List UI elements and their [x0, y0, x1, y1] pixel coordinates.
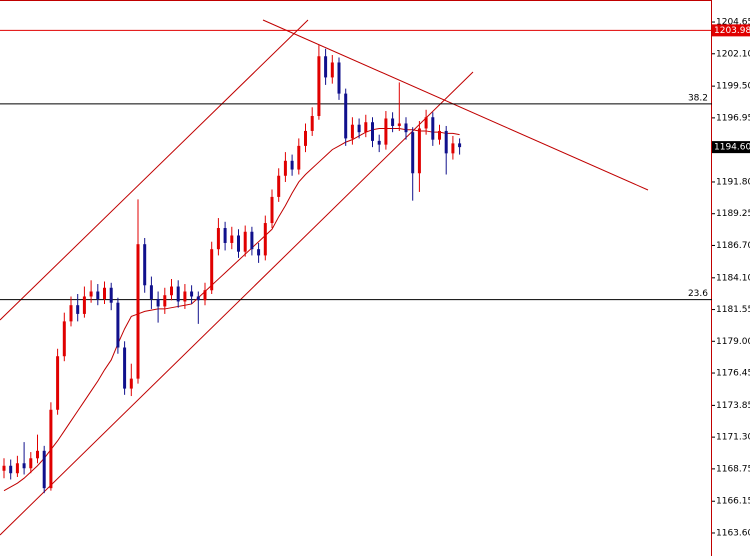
y-tick-label: 1196.95	[716, 113, 750, 123]
current-price-box	[712, 141, 750, 154]
candle-body	[357, 124, 361, 133]
candle-body	[384, 118, 388, 145]
candle-body	[411, 132, 415, 174]
y-tick-label: 1184.10	[716, 273, 750, 283]
candle-body	[190, 291, 194, 297]
candle-body	[371, 122, 374, 141]
candle-body	[156, 298, 160, 307]
candle-body	[143, 244, 147, 286]
candle-body	[89, 291, 93, 297]
y-tick-label: 1176.45	[716, 369, 750, 379]
price-line-box	[712, 24, 750, 37]
candle-body	[15, 463, 19, 474]
candle-body	[136, 244, 140, 379]
candle-body	[330, 62, 334, 78]
candle-body	[431, 117, 435, 140]
candle-body	[196, 296, 200, 301]
candle-body	[304, 130, 307, 146]
candle-body	[170, 286, 173, 296]
candle-body	[297, 145, 301, 170]
candle-body	[2, 465, 6, 471]
y-tick-label: 1199.50	[716, 82, 750, 92]
candle-body	[9, 465, 13, 474]
candle-body	[270, 196, 274, 224]
candle-body	[62, 321, 66, 357]
level-label: 23.6	[688, 289, 708, 299]
candle-body	[317, 56, 321, 117]
candle-body	[223, 228, 227, 243]
candle-body	[29, 458, 33, 469]
y-tick-label: 1202.10	[716, 49, 750, 59]
candle-body	[49, 409, 53, 489]
candle-body	[283, 160, 287, 176]
candle-body	[109, 287, 113, 303]
moving-average	[3, 127, 460, 492]
candle-body	[290, 160, 294, 170]
candle-body	[377, 140, 381, 145]
candle-body	[56, 356, 60, 410]
candle-body	[96, 291, 100, 299]
candle-body	[116, 302, 120, 348]
candle-body	[149, 285, 153, 299]
y-tick-label: 1166.15	[716, 497, 750, 507]
y-tick-label: 1186.70	[716, 241, 750, 251]
candle-body	[22, 463, 26, 469]
candle-body	[42, 450, 46, 489]
candle-body	[364, 122, 368, 133]
y-tick-label: 1171.30	[716, 433, 750, 443]
candle-body	[424, 117, 428, 129]
candle-body	[404, 123, 408, 133]
y-tick-label: 1179.00	[716, 337, 750, 347]
y-tick-label: 1168.75	[716, 464, 750, 474]
candle-body	[210, 249, 214, 291]
candle-body	[76, 305, 80, 314]
candle-body	[397, 123, 401, 126]
candle-body	[337, 62, 341, 94]
candle-body	[36, 450, 39, 459]
candle-body	[163, 295, 167, 307]
level-label: 38.2	[688, 93, 708, 103]
candle-body	[243, 231, 247, 252]
candle-body	[216, 228, 220, 250]
candle-body	[123, 347, 127, 389]
candle-body	[417, 128, 421, 174]
candle-body	[324, 56, 328, 78]
candle-body	[451, 143, 455, 154]
candle-body	[176, 286, 180, 302]
candle-body	[444, 130, 448, 154]
channel-upper	[0, 19, 309, 321]
price-line-label: 1203.98	[714, 26, 750, 36]
candle-body	[129, 378, 133, 389]
candle-body	[257, 249, 261, 256]
candle-body	[344, 93, 348, 139]
y-tick-label: 1173.85	[716, 401, 750, 411]
candle-body	[391, 118, 395, 126]
candle-body	[250, 231, 254, 250]
candle-body	[310, 116, 314, 131]
candle-body	[203, 290, 207, 301]
candle-body	[263, 223, 267, 256]
current-price-label: 1194.60	[714, 143, 750, 153]
candle-body	[438, 130, 441, 140]
candle-body	[183, 291, 187, 302]
candle-body	[277, 175, 281, 197]
y-tick-label: 1204.65	[716, 18, 750, 28]
y-tick-label: 1189.25	[716, 209, 750, 219]
candle-body	[82, 296, 86, 314]
y-tick-label: 1163.60	[716, 528, 750, 538]
candle-body	[350, 124, 354, 139]
y-tick-label: 1191.80	[716, 177, 750, 187]
channel-lower	[0, 71, 474, 536]
trend-line	[262, 19, 649, 191]
candle-body	[230, 235, 234, 243]
candle-body	[458, 143, 462, 148]
y-tick-label: 1181.55	[716, 305, 750, 315]
candle-body	[69, 305, 73, 322]
candle-body	[103, 287, 106, 299]
candle-body	[237, 235, 240, 252]
